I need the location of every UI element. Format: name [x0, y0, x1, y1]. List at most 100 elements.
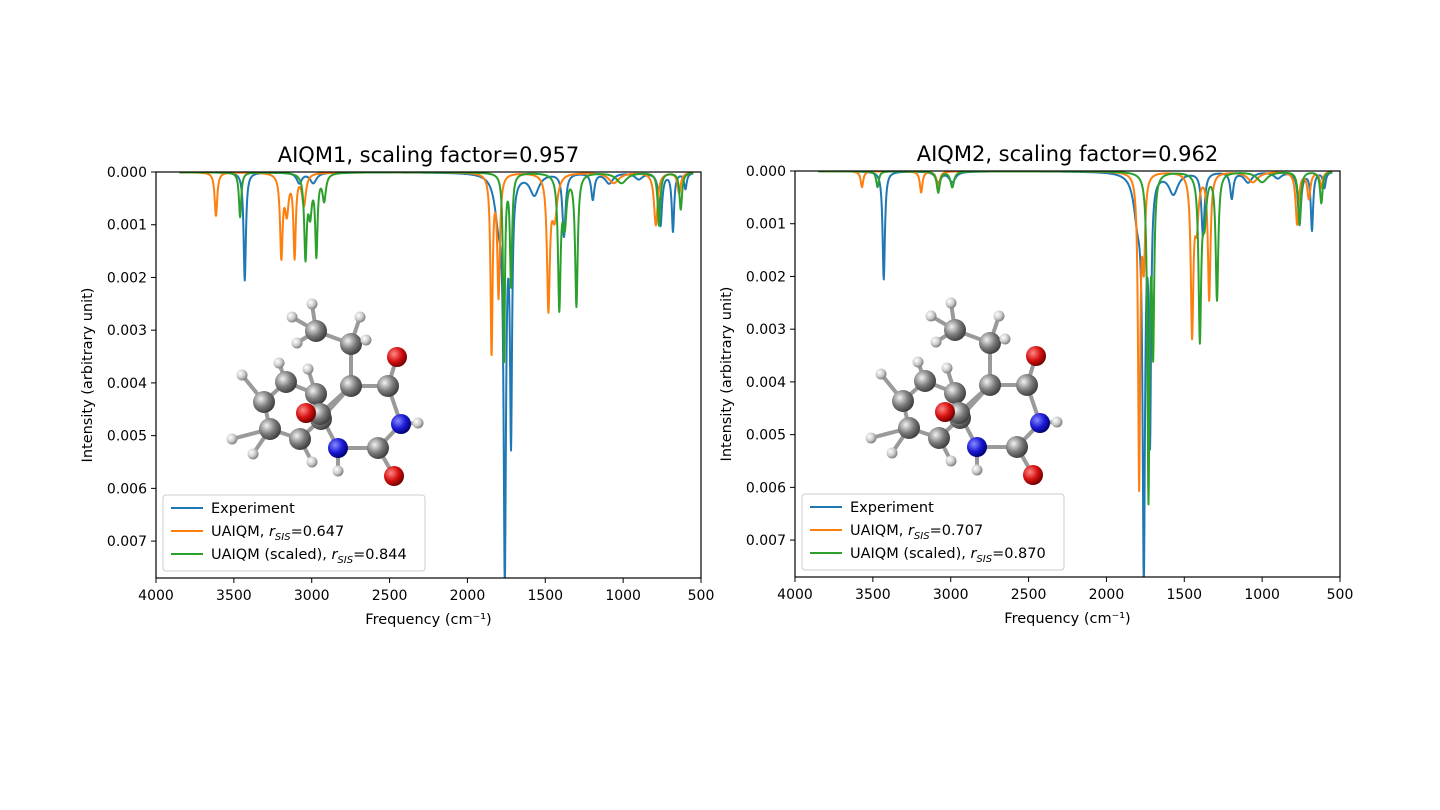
y-tick-label: 0.004: [746, 375, 786, 391]
plot-frame: [794, 170, 1341, 578]
atom: [1051, 416, 1063, 428]
atom: [253, 391, 275, 413]
legend-box: [162, 494, 426, 572]
x-tick-label: 500: [688, 588, 715, 604]
y-tick-label: 0.002: [746, 269, 786, 285]
atom: [892, 390, 914, 412]
y-tick-label: 0.003: [746, 322, 786, 338]
atom: [1023, 465, 1043, 485]
atom: [302, 363, 314, 375]
legend-label: UAIQM (scaled), rSIS=0.844: [211, 547, 407, 566]
atom: [1016, 374, 1038, 396]
atom: [865, 432, 877, 444]
x-tick-label: 4000: [138, 588, 174, 604]
atom: [291, 337, 303, 349]
y-tick-label: 0.001: [746, 217, 786, 233]
atom: [354, 311, 366, 323]
legend-label: UAIQM, rSIS=0.647: [211, 524, 344, 543]
molecule-inset: [226, 298, 424, 486]
atom: [286, 311, 298, 323]
legend-label: UAIQM, rSIS=0.707: [850, 523, 983, 542]
chart-panel-2: AIQM2, scaling factor=0.962 4000 3500 3000 2…: [719, 142, 1353, 627]
atom: [1026, 346, 1046, 366]
x-axis-label: Frequency (cm⁻¹): [365, 612, 491, 628]
atom: [332, 465, 344, 477]
atom: [275, 371, 297, 393]
chart-title: AIQM2, scaling factor=0.962: [917, 142, 1219, 166]
series-line-2: [178, 172, 694, 357]
atom: [306, 456, 318, 468]
atom: [289, 428, 311, 450]
atom: [914, 370, 936, 392]
y-tick-label: 0.005: [107, 429, 147, 445]
atom: [1030, 413, 1050, 433]
atom: [944, 382, 966, 404]
atom: [340, 375, 362, 397]
atom: [945, 455, 957, 467]
atom: [305, 383, 327, 405]
atom: [928, 427, 950, 449]
atom: [226, 433, 238, 445]
x-tick-label: 2000: [1089, 587, 1125, 603]
y-tick-label: 0.002: [107, 270, 147, 286]
y-axis-label: Intensity (arbitrary unit): [80, 288, 96, 463]
x-tick-label: 3500: [855, 587, 891, 603]
atom: [898, 417, 920, 439]
legend-label: Experiment: [211, 501, 295, 517]
legend-box: [801, 493, 1065, 571]
legend-label: UAIQM (scaled), rSIS=0.870: [850, 546, 1046, 565]
atom: [296, 403, 316, 423]
atom: [945, 297, 957, 309]
x-tick-label: 3000: [933, 587, 969, 603]
atom: [993, 310, 1005, 322]
y-tick-label: 0.001: [107, 218, 147, 234]
x-tick-label: 3500: [216, 588, 252, 604]
y-tick-label: 0.007: [746, 533, 786, 549]
y-tick-label: 0.006: [107, 481, 147, 497]
x-tick-label: 1500: [1166, 587, 1202, 603]
atom: [384, 466, 404, 486]
x-axis-label: Frequency (cm⁻¹): [1004, 611, 1130, 627]
y-tick-label: 0.005: [746, 428, 786, 444]
x-tick-label: 1500: [527, 588, 563, 604]
atom: [971, 464, 983, 476]
atom: [367, 437, 389, 459]
atom: [944, 319, 966, 341]
atom: [391, 414, 411, 434]
atom: [236, 369, 248, 381]
atom: [979, 374, 1001, 396]
legend-label: Experiment: [850, 500, 934, 516]
x-tick-label: 2000: [450, 588, 486, 604]
x-tick-label: 3000: [294, 588, 330, 604]
atom: [259, 418, 281, 440]
x-tick-label: 4000: [777, 587, 813, 603]
y-tick-label: 0.000: [107, 165, 147, 181]
atom: [875, 368, 887, 380]
plot-frame: [155, 171, 702, 579]
atom: [999, 333, 1011, 345]
atom: [273, 357, 285, 369]
x-tick-label: 2500: [372, 588, 408, 604]
atom: [377, 375, 399, 397]
atom: [412, 417, 424, 429]
atom: [340, 333, 362, 355]
atom: [979, 332, 1001, 354]
atom: [941, 362, 953, 374]
atom: [912, 356, 924, 368]
atom: [360, 334, 372, 346]
atom: [930, 336, 942, 348]
x-tick-label: 1000: [605, 588, 641, 604]
atom: [387, 347, 407, 367]
series-line-2: [817, 171, 1333, 493]
chart-title: AIQM1, scaling factor=0.957: [278, 143, 580, 167]
series-line-3: [178, 172, 694, 364]
atom: [328, 438, 348, 458]
x-tick-label: 500: [1327, 587, 1354, 603]
molecule-inset: [865, 297, 1063, 485]
y-tick-label: 0.004: [107, 376, 147, 392]
atom: [886, 447, 898, 459]
atom: [305, 320, 327, 342]
legend: Experiment UAIQM, rSIS=0.707 UAIQM (scaled…: [801, 493, 1065, 571]
y-tick-label: 0.003: [107, 323, 147, 339]
